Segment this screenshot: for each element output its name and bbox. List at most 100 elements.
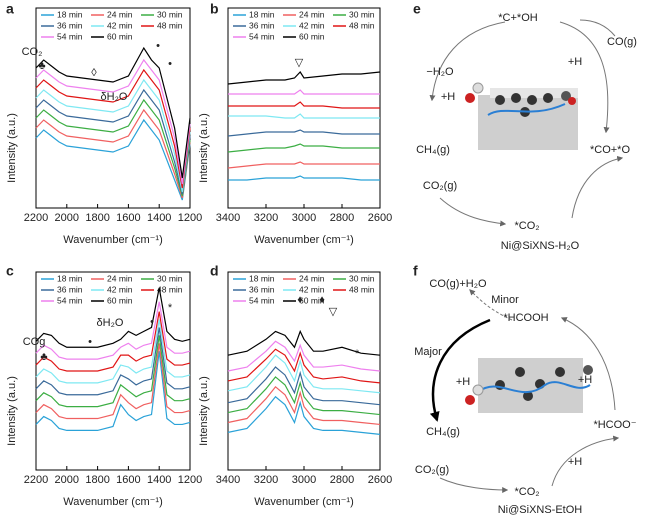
spectrum-line: [228, 175, 380, 181]
flow-arrow: [487, 103, 566, 116]
diagram-label: *C+*OH: [498, 12, 537, 24]
legend-label: 54 min: [57, 31, 83, 41]
legend-label: 18 min: [249, 9, 275, 19]
annotation: •: [150, 316, 154, 328]
legend-label: 42 min: [107, 20, 133, 30]
legend-label: 42 min: [107, 284, 133, 294]
legend-label: 36 min: [249, 20, 275, 30]
diagram-label: +H: [568, 456, 582, 468]
diagram-label: CH₄(g): [426, 426, 460, 438]
spectrum-line: [35, 118, 191, 201]
spectrum-line: [35, 327, 191, 396]
y-axis-label: Intensity (a.u.): [6, 113, 18, 183]
spectrum-line: [228, 101, 380, 109]
spectrum-line: [35, 88, 191, 195]
legend-label: 48 min: [157, 20, 183, 30]
x-axis-label: Wavenumber (cm⁻¹): [63, 234, 163, 246]
legend-label: 24 min: [107, 273, 133, 283]
plot-frame: [35, 271, 191, 471]
diagram-label: +H: [568, 56, 582, 68]
legend-label: 60 min: [299, 31, 325, 41]
panel-letter: b: [210, 1, 219, 17]
molecule: [472, 82, 484, 94]
legend-label: 48 min: [349, 20, 375, 30]
spectrum-line: [35, 98, 191, 197]
diagram-label: CO₂(g): [415, 464, 449, 476]
legend-label: 18 min: [57, 273, 83, 283]
diagram-label: CO(g)+H₂O: [429, 278, 487, 290]
diagram-label: Major: [414, 346, 442, 358]
legend-label: 54 min: [249, 31, 275, 41]
x-tick-label: 3200: [254, 212, 278, 224]
annotation: CO₂: [22, 46, 43, 58]
diagram-label: *HCOOH: [503, 312, 548, 324]
diagram-label: Ni@SiXNS-EtOH: [498, 504, 583, 516]
spectrum-line: [35, 301, 191, 360]
spectrum-line: [227, 161, 380, 169]
x-tick-label: 2000: [55, 474, 79, 486]
x-axis-label: Wavenumber (cm⁻¹): [254, 496, 354, 508]
diagram-label: −H₂O: [426, 66, 454, 78]
x-tick-label: 2600: [368, 474, 392, 486]
spectrum-line: [227, 348, 381, 384]
x-axis-label: Wavenumber (cm⁻¹): [63, 496, 163, 508]
legend-label: 42 min: [299, 284, 325, 294]
x-tick-label: 1600: [116, 212, 140, 224]
legend-label: 24 min: [107, 9, 133, 19]
legend-label: 30 min: [157, 9, 183, 19]
spectrum-line: [35, 46, 191, 179]
x-tick-label: 2600: [368, 212, 392, 224]
panel-letter: a: [6, 1, 14, 17]
diagram-label: +H: [441, 91, 455, 103]
diagram-label: *CO₂: [514, 486, 539, 498]
diagram-label: *HCOO⁻: [593, 419, 636, 431]
x-tick-label: 1800: [85, 474, 109, 486]
diagram-label: +H: [578, 374, 592, 386]
spectrum-line: [227, 329, 381, 356]
particles: [495, 93, 553, 117]
diagram-label: CH₄(g): [416, 144, 450, 156]
legend-label: 48 min: [157, 284, 183, 294]
spectrum-line: [227, 395, 381, 435]
annotation: ◊: [91, 67, 97, 79]
annotation: COg: [23, 336, 46, 348]
spectrum-line: [227, 385, 381, 426]
diagram-label: Ni@SiXNS-H₂O: [501, 240, 580, 252]
x-tick-label: 2200: [24, 474, 48, 486]
panel-letter: f: [413, 263, 418, 279]
spectrum-line: [227, 376, 381, 416]
spectrum-line: [228, 113, 380, 119]
legend-label: 60 min: [107, 295, 133, 305]
diagram-e: [429, 19, 624, 227]
legend-label: 30 min: [349, 273, 375, 283]
diagram-label: CO(g): [607, 36, 637, 48]
molecule: [583, 365, 593, 375]
x-tick-label: 1400: [147, 212, 171, 224]
annotation: ♣: [40, 351, 47, 363]
annotation: ♣: [38, 60, 45, 72]
annotation: *: [355, 348, 360, 360]
spectrum-line: [35, 287, 191, 348]
spectrum-line: [35, 351, 191, 431]
panel-letter: d: [210, 263, 219, 279]
spectrum-line: [35, 311, 191, 372]
major-arrow: [429, 318, 491, 422]
legend-label: 60 min: [299, 295, 325, 305]
diagram-label: CO₂(g): [423, 180, 457, 192]
y-axis-label: Intensity (a.u.): [198, 113, 210, 183]
legend-label: 60 min: [107, 31, 133, 41]
x-tick-label: 1400: [147, 474, 171, 486]
legend-label: 42 min: [299, 20, 325, 30]
annotation: •: [168, 58, 172, 70]
legend-label: 54 min: [249, 295, 275, 305]
diagram-label: Minor: [491, 294, 519, 306]
legend-label: 30 min: [157, 273, 183, 283]
x-tick-label: 2200: [24, 212, 48, 224]
x-tick-label: 1800: [85, 212, 109, 224]
legend-label: 36 min: [249, 284, 275, 294]
catalyst-top: [490, 88, 578, 98]
panel-letter: c: [6, 263, 14, 279]
x-tick-label: 1200: [178, 474, 202, 486]
flow-arrow: [477, 381, 591, 394]
spectrum-line: [35, 68, 191, 189]
